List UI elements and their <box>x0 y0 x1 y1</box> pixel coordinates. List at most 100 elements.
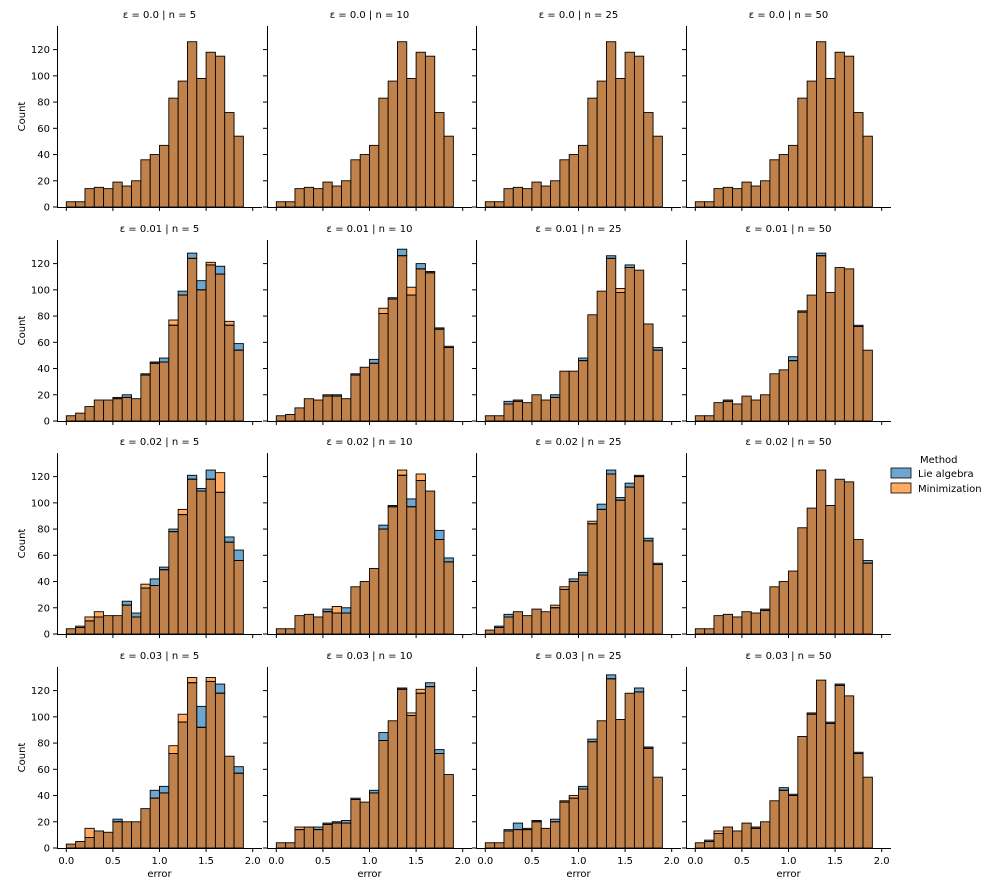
histogram-bar <box>587 523 598 635</box>
histogram-bar <box>853 112 864 208</box>
panel-title: ε = 0.0 | n = 50 <box>749 10 829 21</box>
histogram-bar <box>350 374 361 422</box>
histogram-bar <box>205 51 216 208</box>
legend-label: Lie algebra <box>918 469 974 480</box>
histogram-bar <box>387 720 398 849</box>
histogram-bar <box>313 829 324 849</box>
histogram-bar <box>862 135 873 208</box>
histogram-bar <box>834 51 845 208</box>
histogram-bar <box>624 267 635 422</box>
histogram-bar <box>713 833 724 849</box>
histogram-bar <box>214 273 226 422</box>
histogram-bar <box>633 269 645 422</box>
y-tick-label: 40 <box>37 577 50 588</box>
histogram-bar-excess <box>512 822 524 831</box>
x-tick-label: 1.0 <box>781 856 797 867</box>
histogram-bar <box>205 264 216 422</box>
histogram-bar <box>503 616 514 635</box>
y-tick-label: 20 <box>37 817 50 828</box>
histogram-bar <box>303 613 315 635</box>
x-tick-label: 0.5 <box>315 856 331 867</box>
histogram-bar-excess <box>131 612 142 618</box>
histogram-bar <box>149 362 160 422</box>
histogram-bar <box>750 399 761 422</box>
histogram-bar <box>285 413 296 422</box>
histogram-bar <box>713 188 724 208</box>
facet-panel: ε = 0.02 | n = 25 <box>472 437 681 638</box>
histogram-bar-excess <box>606 469 617 475</box>
histogram-bar <box>313 399 324 422</box>
x-axis-label: error <box>776 869 801 880</box>
histogram-bar <box>177 294 188 422</box>
y-tick-label: 100 <box>31 71 50 82</box>
histogram-bar <box>331 612 342 635</box>
panel-title: ε = 0.02 | n = 10 <box>327 437 413 448</box>
histogram-bar <box>587 97 598 208</box>
x-tick-label: 2.0 <box>245 856 261 867</box>
panel-title: ε = 0.01 | n = 10 <box>327 224 413 235</box>
histogram-bar <box>359 801 370 849</box>
legend: Method Lie algebra Minimization <box>890 455 982 495</box>
histogram-bar <box>294 829 305 849</box>
histogram-bar <box>196 490 207 635</box>
histogram-bar <box>93 616 105 635</box>
facet-panel: ε = 0.0 | n = 50 <box>682 10 891 211</box>
histogram-bar <box>149 585 160 635</box>
histogram-bar <box>406 294 417 422</box>
histogram-bar-excess <box>187 474 198 480</box>
histogram-bar <box>196 78 207 208</box>
histogram-bar <box>65 843 77 849</box>
histogram-bar <box>750 612 761 635</box>
histogram-bar <box>615 78 626 208</box>
histogram-bar <box>578 574 589 635</box>
histogram-bar <box>732 188 743 208</box>
y-tick-label: 60 <box>37 765 50 776</box>
histogram-bar <box>624 486 635 635</box>
histogram-bar <box>568 797 579 849</box>
histogram-bar <box>121 821 132 849</box>
histogram-bar <box>484 842 496 849</box>
histogram-bar <box>522 188 533 208</box>
histogram-bar <box>341 612 352 635</box>
histogram-bar <box>369 362 380 422</box>
histogram-bar <box>652 135 663 208</box>
histogram-bar <box>568 581 579 635</box>
histogram-bar <box>369 144 380 208</box>
histogram-bar <box>778 154 789 208</box>
x-tick-label: 2.0 <box>455 856 471 867</box>
histogram-bar <box>397 474 408 635</box>
histogram-bar <box>862 776 873 849</box>
histogram-bar <box>65 628 77 635</box>
histogram-bar-excess <box>406 498 417 508</box>
histogram-bar-excess <box>606 674 617 680</box>
histogram-bar-excess <box>415 263 426 270</box>
histogram-bar <box>350 159 361 208</box>
histogram-bar <box>103 399 114 422</box>
histogram-bar <box>797 527 808 635</box>
histogram-bar <box>503 188 514 208</box>
histogram-bar <box>834 478 845 635</box>
histogram-bar <box>652 564 663 635</box>
histogram-bar <box>484 201 496 208</box>
facet-panel: ε = 0.0 | n = 10 <box>263 10 472 211</box>
panel-title: ε = 0.03 | n = 10 <box>327 651 413 662</box>
histogram-bar <box>75 840 86 849</box>
histogram-bar <box>331 395 342 422</box>
histogram-bar <box>578 360 589 422</box>
y-tick-label: 20 <box>37 176 50 187</box>
histogram-bar <box>797 97 808 208</box>
histogram-bar <box>233 135 244 208</box>
histogram-bar <box>550 396 561 422</box>
histogram-bar <box>378 312 389 422</box>
histogram-bar-excess <box>177 508 188 516</box>
histogram-bar <box>196 289 207 422</box>
histogram-bar <box>350 799 361 849</box>
histogram-bar <box>369 792 380 849</box>
facet-panel: ε = 0.01 | n = 5 0 20 40 60 80 100 120 Count <box>17 224 262 428</box>
histogram-bar <box>406 78 417 208</box>
histogram-bar <box>322 181 333 208</box>
histogram-bar <box>540 827 551 849</box>
histogram-bar <box>331 822 342 849</box>
histogram-bar <box>484 629 496 635</box>
histogram-bar-excess <box>149 789 160 799</box>
